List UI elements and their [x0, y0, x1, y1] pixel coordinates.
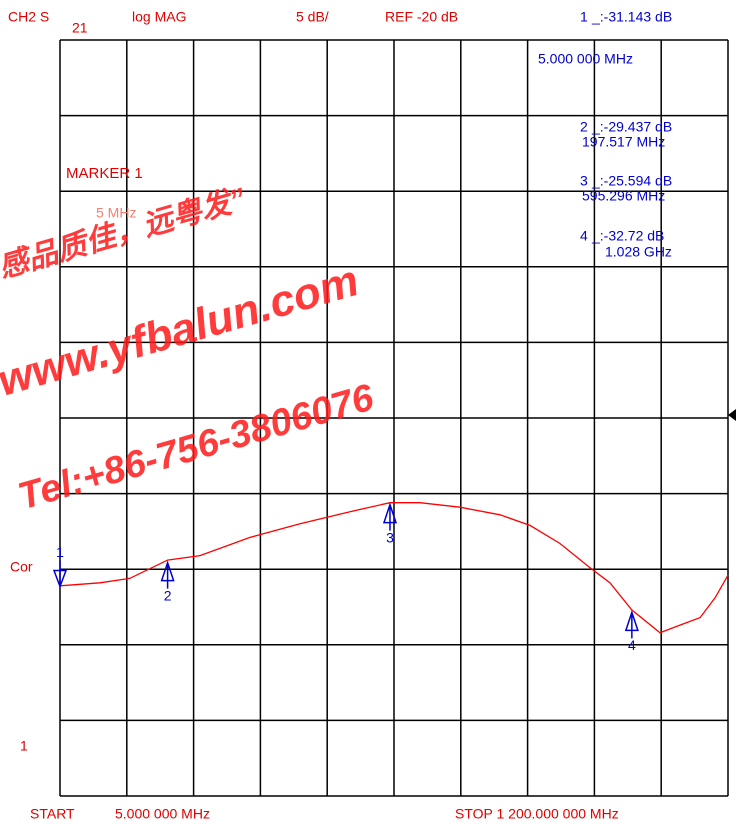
marker-title: MARKER 1	[66, 165, 143, 182]
readout-id: 1	[580, 9, 588, 25]
marker-id: 4	[628, 637, 636, 653]
readout-freq: 1.028 GHz	[605, 244, 672, 260]
cor: Cor	[10, 559, 33, 575]
readout-freq: 197.517 MHz	[582, 134, 665, 150]
marker-id: 1	[56, 544, 64, 560]
readout-freq: 5.000 000 MHz	[538, 51, 633, 67]
format: log MAG	[132, 9, 186, 25]
channel-num: 1	[20, 738, 28, 754]
readout-value: _:-32.72 dB	[591, 228, 664, 244]
scale: 5 dB/	[296, 9, 329, 25]
stop: STOP 1 200.000 000 MHz	[455, 806, 619, 822]
readout-id: 2	[580, 119, 588, 135]
trace	[59, 502, 729, 634]
reference: REF -20 dB	[385, 9, 458, 25]
readout-freq: 595.296 MHz	[582, 188, 665, 204]
param-sub: 21	[72, 20, 88, 36]
marker-arrow	[52, 560, 68, 589]
grid	[59, 39, 729, 797]
marker-arrow	[160, 560, 175, 589]
ref-indicator	[728, 409, 736, 421]
start-label: START	[30, 806, 75, 822]
readout-id: 3	[580, 173, 588, 189]
start: 5.000 000 MHz	[115, 806, 210, 822]
readout-id: 4	[580, 228, 588, 244]
marker-arrow	[624, 609, 639, 639]
readout-value: _:-29.437 dB	[591, 119, 672, 135]
channel: CH2 S	[8, 9, 49, 25]
marker-arrow	[382, 502, 398, 531]
readout-value: _:-31.143 dB	[591, 9, 672, 25]
marker-id: 2	[164, 587, 172, 603]
marker-freq: 5 MHz	[96, 205, 136, 221]
marker-id: 3	[386, 529, 394, 545]
readout-value: _:-25.594 dB	[591, 173, 672, 189]
